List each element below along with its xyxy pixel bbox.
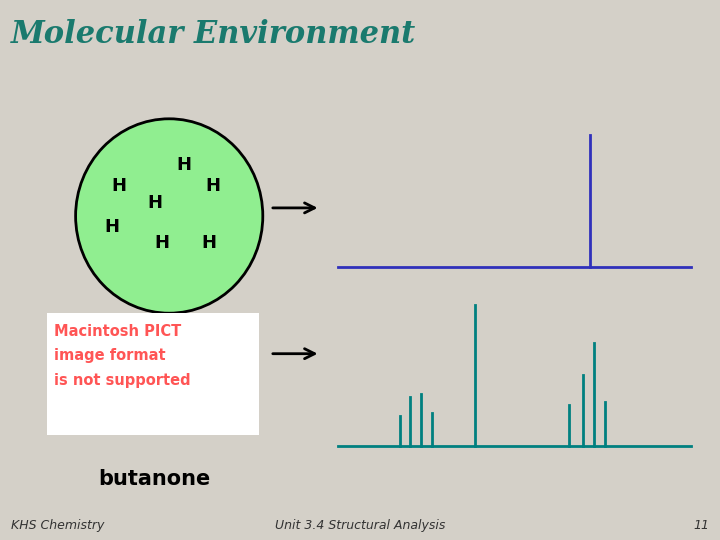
Text: Unit 3.4 Structural Analysis: Unit 3.4 Structural Analysis xyxy=(275,519,445,532)
Text: 11: 11 xyxy=(693,519,709,532)
Text: butanone: butanone xyxy=(99,469,211,489)
Text: image format: image format xyxy=(54,348,166,363)
Text: H: H xyxy=(205,177,220,195)
Text: H: H xyxy=(155,234,169,252)
Text: H: H xyxy=(148,193,162,212)
Text: is not supported: is not supported xyxy=(54,373,191,388)
Text: KHS Chemistry: KHS Chemistry xyxy=(11,519,104,532)
Text: Molecular Environment: Molecular Environment xyxy=(11,19,416,50)
Text: H: H xyxy=(112,177,126,195)
Text: H: H xyxy=(104,218,119,236)
Ellipse shape xyxy=(76,119,263,313)
Text: Macintosh PICT: Macintosh PICT xyxy=(54,324,181,339)
FancyBboxPatch shape xyxy=(47,313,259,435)
Text: H: H xyxy=(202,234,216,252)
Text: H: H xyxy=(176,156,191,174)
